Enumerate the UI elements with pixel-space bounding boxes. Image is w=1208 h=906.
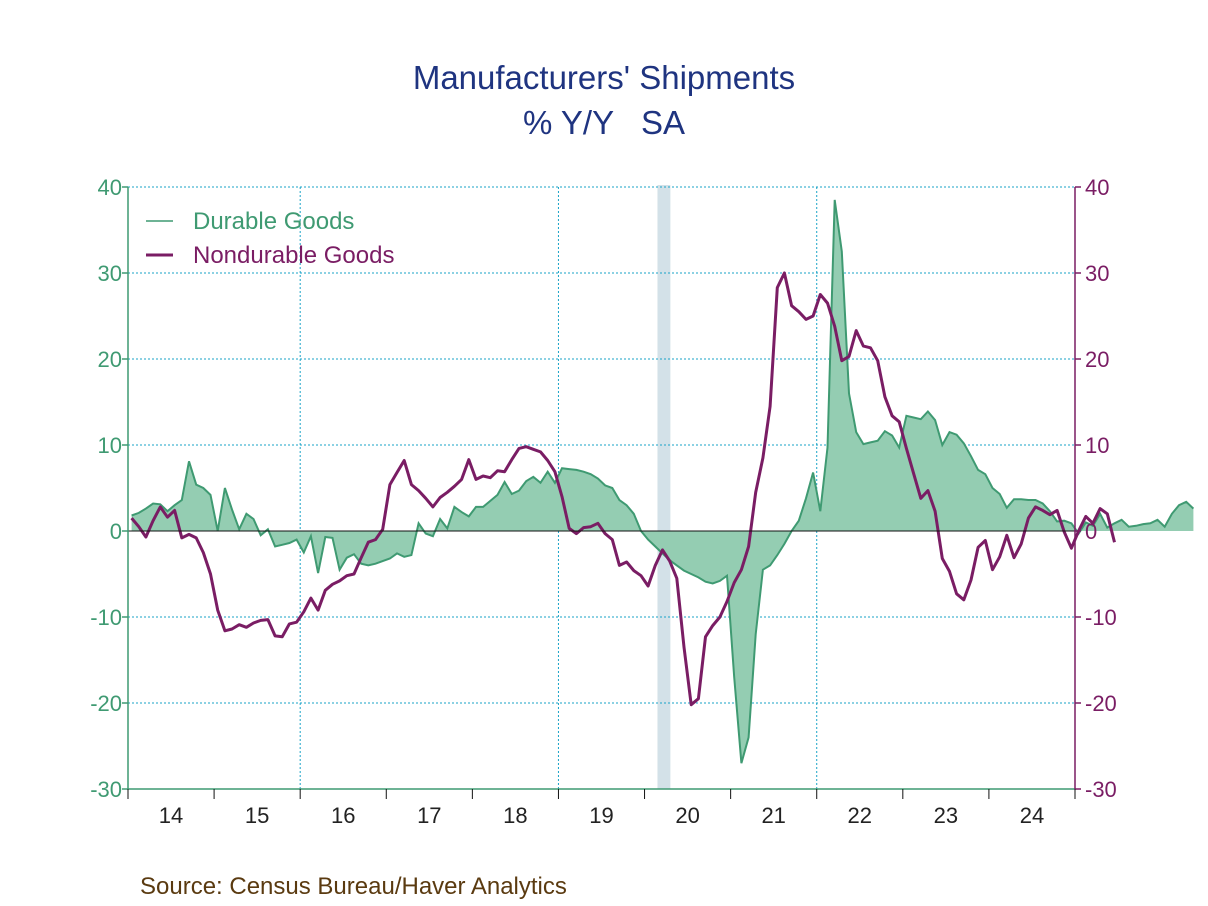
right-tick-label: -20 (1085, 691, 1117, 716)
source-note: Source: Census Bureau/Haver Analytics (140, 873, 567, 900)
axes (127, 187, 1076, 790)
x-tick-label: 15 (245, 803, 269, 828)
right-tick-label: 0 (1085, 519, 1097, 544)
x-tick-label: 23 (934, 803, 958, 828)
left-tick-label: -20 (90, 691, 122, 716)
x-tick-label: 21 (761, 803, 785, 828)
right-axis-ticks: -30 -20 -10 0 10 20 30 40 (1075, 175, 1117, 802)
series-layer (130, 199, 1195, 764)
left-tick-label: 0 (110, 519, 122, 544)
right-tick-label: -30 (1085, 777, 1117, 802)
right-tick-label: -10 (1085, 605, 1117, 630)
x-axis-ticks: 14 15 16 17 18 19 20 21 22 23 24 (127, 789, 1076, 828)
left-tick-label: 20 (98, 347, 122, 372)
legend-label-durable-goods: Durable Goods (193, 208, 354, 235)
chart-title: Manufacturers' Shipments (413, 59, 795, 96)
recession-shading (657, 185, 671, 789)
nondurable-goods-line (130, 271, 1116, 707)
x-tick-label: 17 (417, 803, 441, 828)
right-tick-label: 40 (1085, 175, 1109, 200)
x-tick-label: 19 (589, 803, 613, 828)
right-tick-label: 10 (1085, 433, 1109, 458)
left-tick-label: 40 (98, 175, 122, 200)
x-tick-label: 24 (1020, 803, 1044, 828)
right-tick-label: 30 (1085, 261, 1109, 286)
left-axis-ticks: -30 -20 -10 0 10 20 30 40 (90, 175, 128, 802)
legend-label-nondurable-goods: Nondurable Goods (193, 242, 394, 269)
x-tick-label: 22 (848, 803, 872, 828)
right-tick-label: 20 (1085, 347, 1109, 372)
x-tick-label: 20 (675, 803, 699, 828)
left-tick-label: -10 (90, 605, 122, 630)
chart-subtitle: % Y/Y SA (523, 104, 685, 141)
x-tick-label: 16 (331, 803, 355, 828)
x-tick-label: 14 (159, 803, 183, 828)
left-tick-label: 10 (98, 433, 122, 458)
left-tick-label: -30 (90, 777, 122, 802)
left-tick-label: 30 (98, 261, 122, 286)
x-tick-label: 18 (503, 803, 527, 828)
legend: Durable Goods Nondurable Goods (146, 208, 394, 269)
durable-goods-area (131, 199, 1194, 764)
